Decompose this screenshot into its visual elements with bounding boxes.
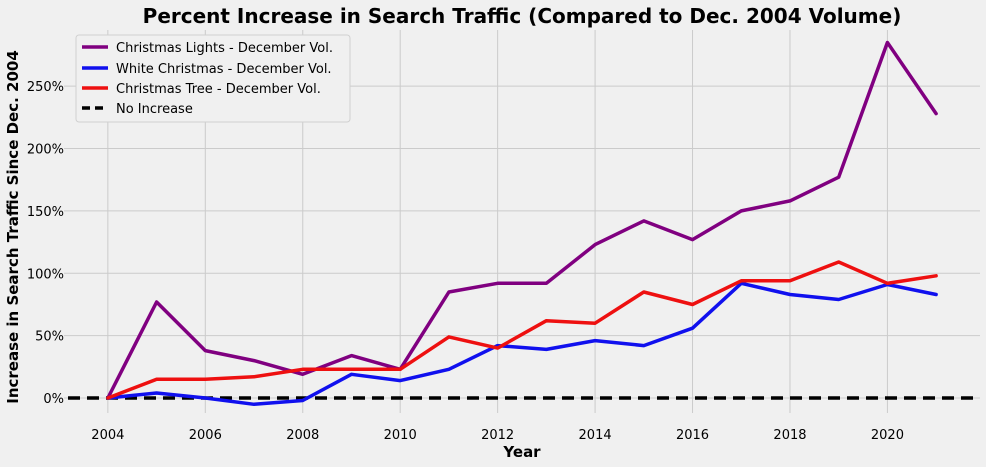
y-tick-label: 100% [27,267,64,282]
x-tick-label: 2020 [871,428,904,443]
christmas-lights-line [106,40,938,400]
legend-label-christmas-tree: Christmas Tree - December Vol. [116,82,321,97]
x-tick-label: 2008 [286,428,319,443]
legend-label-christmas-lights: Christmas Lights - December Vol. [116,41,333,56]
x-tick-label: 2010 [384,428,417,443]
y-tick-label: 250% [27,80,64,95]
x-tick-label: 2006 [189,428,222,443]
y-tick-label: 0% [43,392,64,407]
x-tick-label: 2016 [676,428,709,443]
tick-labels: 2004 2006 2008 2010 2012 2014 2016 2018 2020 0% 50… [27,80,904,443]
x-tick-label: 2014 [579,428,612,443]
x-tick-label: 2018 [773,428,806,443]
x-tick-label: 2004 [91,428,124,443]
legend-label-no-increase: No Increase [116,102,193,117]
chart-title: Percent Increase in Search Traffic (Comp… [143,4,902,28]
y-tick-label: 50% [35,330,64,345]
christmas-tree-line [106,260,938,400]
y-tick-label: 150% [27,205,64,220]
y-axis-title: Increase in Search Traffic Since Dec. 20… [4,50,22,404]
legend-box [75,34,351,123]
legend-label-white-christmas: White Christmas - December Vol. [116,62,332,77]
white-christmas-line [106,281,938,407]
x-tick-label: 2012 [481,428,514,443]
series-layer [106,40,938,407]
y-tick-label: 200% [27,143,64,158]
legend: Christmas Lights - December Vol. White C… [75,34,351,123]
x-axis-title: Year [502,443,541,461]
